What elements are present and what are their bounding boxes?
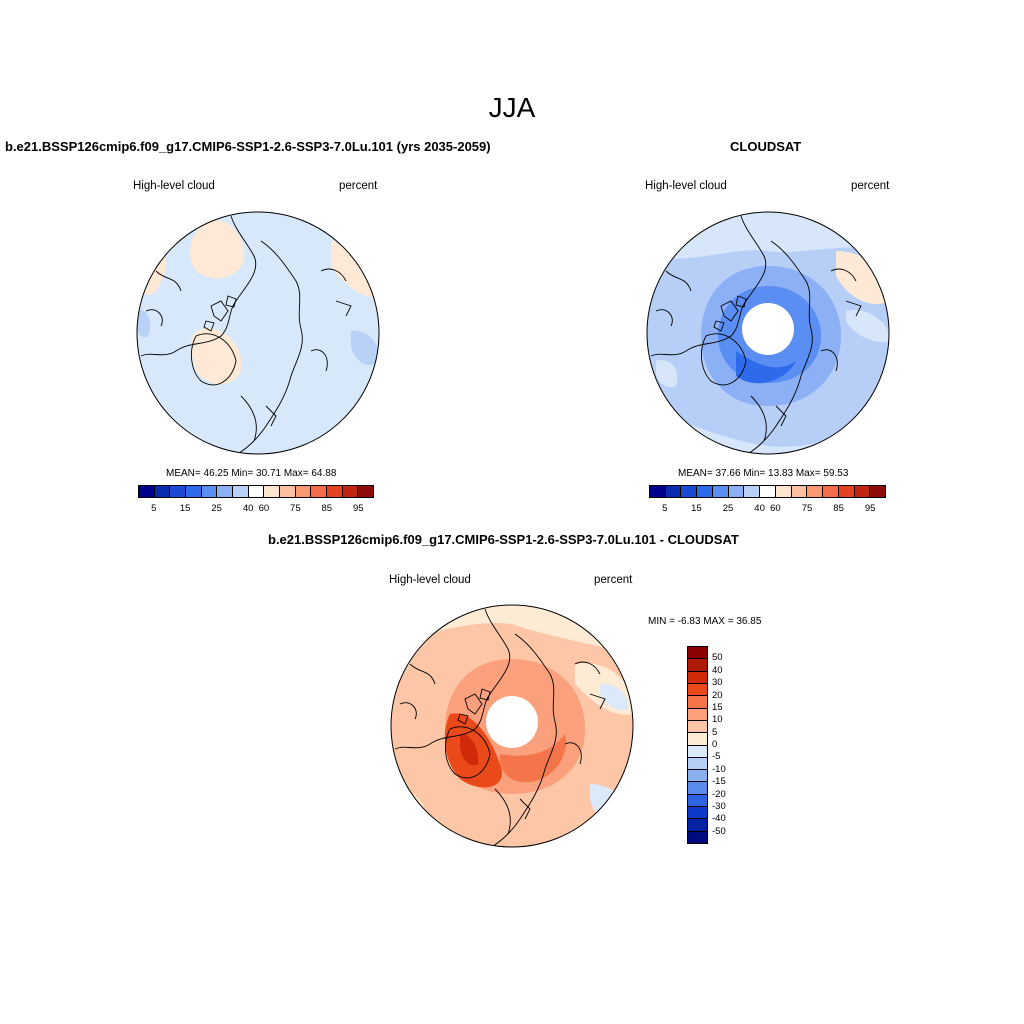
- colorbar-tick-label: 85: [321, 503, 333, 514]
- colorbar-tick-label: 30: [712, 677, 723, 689]
- season-title: JJA: [488, 92, 536, 123]
- colorbar-tick-label: -30: [712, 800, 726, 812]
- colorbar-segment: [688, 770, 707, 783]
- colorbar-tick-label: 15: [179, 503, 191, 514]
- colorbar-segment: [688, 831, 707, 843]
- model-stats: MEAN= 46.25 Min= 30.71 Max= 64.88: [166, 468, 337, 479]
- obs-units-label: percent: [851, 180, 890, 192]
- colorbar-segment: [688, 708, 707, 721]
- colorbar-tick-label: 15: [691, 503, 702, 514]
- colorbar-segment: [688, 720, 707, 734]
- colorbar-tick-label: 85: [833, 503, 844, 514]
- colorbar-segment: [342, 486, 359, 497]
- colorbar-segment: [233, 486, 249, 497]
- colorbar-tick-label: -40: [712, 813, 726, 825]
- colorbar-segment: [688, 819, 707, 832]
- colorbar-segment: [688, 807, 707, 820]
- colorbar-segment: [688, 757, 707, 771]
- colorbar-segment: [688, 671, 707, 684]
- colorbar-tick-label: 95: [352, 503, 364, 514]
- colorbar-segment: [688, 782, 707, 795]
- colorbar-tick-label: 25: [722, 503, 734, 514]
- colorbar-tick-label: 25: [211, 503, 222, 514]
- colorbar-tick-label: 0: [712, 739, 718, 750]
- model-variable-label: High-level cloud: [133, 180, 215, 192]
- colorbar-segment: [688, 683, 707, 697]
- colorbar-segment: [311, 486, 328, 497]
- colorbar-segment: [358, 486, 374, 497]
- obs-panel-title: CLOUDSAT: [730, 139, 802, 154]
- colorbar-segment: [186, 486, 202, 497]
- colorbar-tick-label: -15: [712, 776, 726, 788]
- colorbar-segment: [688, 647, 707, 660]
- colorbar-segment: [327, 486, 343, 497]
- colorbar-tick-label: 60: [770, 503, 781, 514]
- colorbar-tick-label: 75: [801, 503, 813, 514]
- model-polar-map: [136, 211, 380, 455]
- obs-stats: MEAN= 37.66 Min= 13.83 Max= 59.53: [678, 468, 849, 479]
- colorbar-tick-label: 15: [712, 701, 723, 713]
- colorbar-segment: [681, 486, 698, 497]
- model-units-label: percent: [339, 180, 378, 192]
- colorbar-tick-label: -20: [712, 788, 726, 800]
- colorbar-tick-label: 5: [151, 503, 157, 514]
- colorbar-tick-label: 20: [712, 689, 723, 701]
- colorbar-segment: [665, 486, 682, 497]
- colorbar-segment: [838, 486, 855, 497]
- colorbar-segment: [688, 659, 707, 672]
- colorbar-tick-label: -10: [712, 763, 726, 775]
- colorbar-segment: [760, 486, 776, 497]
- obs-polar-map: [646, 211, 890, 455]
- colorbar-segment: [248, 486, 265, 497]
- colorbar-tick-label: 5: [662, 503, 668, 514]
- colorbar-segment: [807, 486, 824, 497]
- colorbar-segment: [154, 486, 171, 497]
- colorbar-segment: [697, 486, 713, 497]
- colorbar-segment: [688, 696, 707, 709]
- diff-panel-title: b.e21.BSSP126cmip6.f09_g17.CMIP6-SSP1-2.…: [268, 532, 739, 547]
- obs-colorbar: [649, 485, 886, 498]
- colorbar-segment: [775, 486, 792, 497]
- colorbar-segment: [744, 486, 761, 497]
- colorbar-segment: [870, 486, 886, 497]
- model-colorbar: [138, 485, 374, 498]
- colorbar-segment: [823, 486, 839, 497]
- colorbar-segment: [688, 794, 707, 808]
- colorbar-tick-label: 10: [712, 714, 723, 726]
- colorbar-segment: [264, 486, 281, 497]
- colorbar-segment: [712, 486, 729, 497]
- diff-stats: MIN = -6.83 MAX = 36.85: [648, 616, 762, 627]
- colorbar-segment: [854, 486, 871, 497]
- colorbar-tick-label: 40: [242, 503, 254, 514]
- colorbar-tick-label: -5: [712, 751, 721, 763]
- colorbar-tick-label: 50: [712, 652, 723, 664]
- colorbar-segment: [688, 733, 707, 746]
- colorbar-segment: [280, 486, 296, 497]
- diff-colorbar: [687, 646, 708, 844]
- diff-units-label: percent: [594, 574, 633, 586]
- model-panel-title: b.e21.BSSP126cmip6.f09_g17.CMIP6-SSP1-2.…: [5, 139, 491, 154]
- colorbar-segment: [791, 486, 808, 497]
- diff-variable-label: High-level cloud: [389, 574, 471, 586]
- colorbar-segment: [170, 486, 187, 497]
- colorbar-tick-label: 75: [290, 503, 301, 514]
- colorbar-tick-label: 40: [754, 503, 765, 514]
- colorbar-segment: [728, 486, 745, 497]
- colorbar-segment: [295, 486, 312, 497]
- diff-polar-map: [390, 604, 634, 848]
- colorbar-segment: [217, 486, 234, 497]
- colorbar-segment: [650, 486, 666, 497]
- colorbar-segment: [688, 745, 707, 758]
- colorbar-segment: [201, 486, 218, 497]
- colorbar-tick-label: 5: [712, 726, 718, 738]
- obs-variable-label: High-level cloud: [645, 180, 727, 192]
- colorbar-tick-label: 60: [258, 503, 270, 514]
- colorbar-segment: [139, 486, 155, 497]
- colorbar-tick-label: -50: [712, 825, 726, 837]
- colorbar-tick-label: 40: [712, 664, 723, 676]
- colorbar-tick-label: 95: [864, 503, 876, 514]
